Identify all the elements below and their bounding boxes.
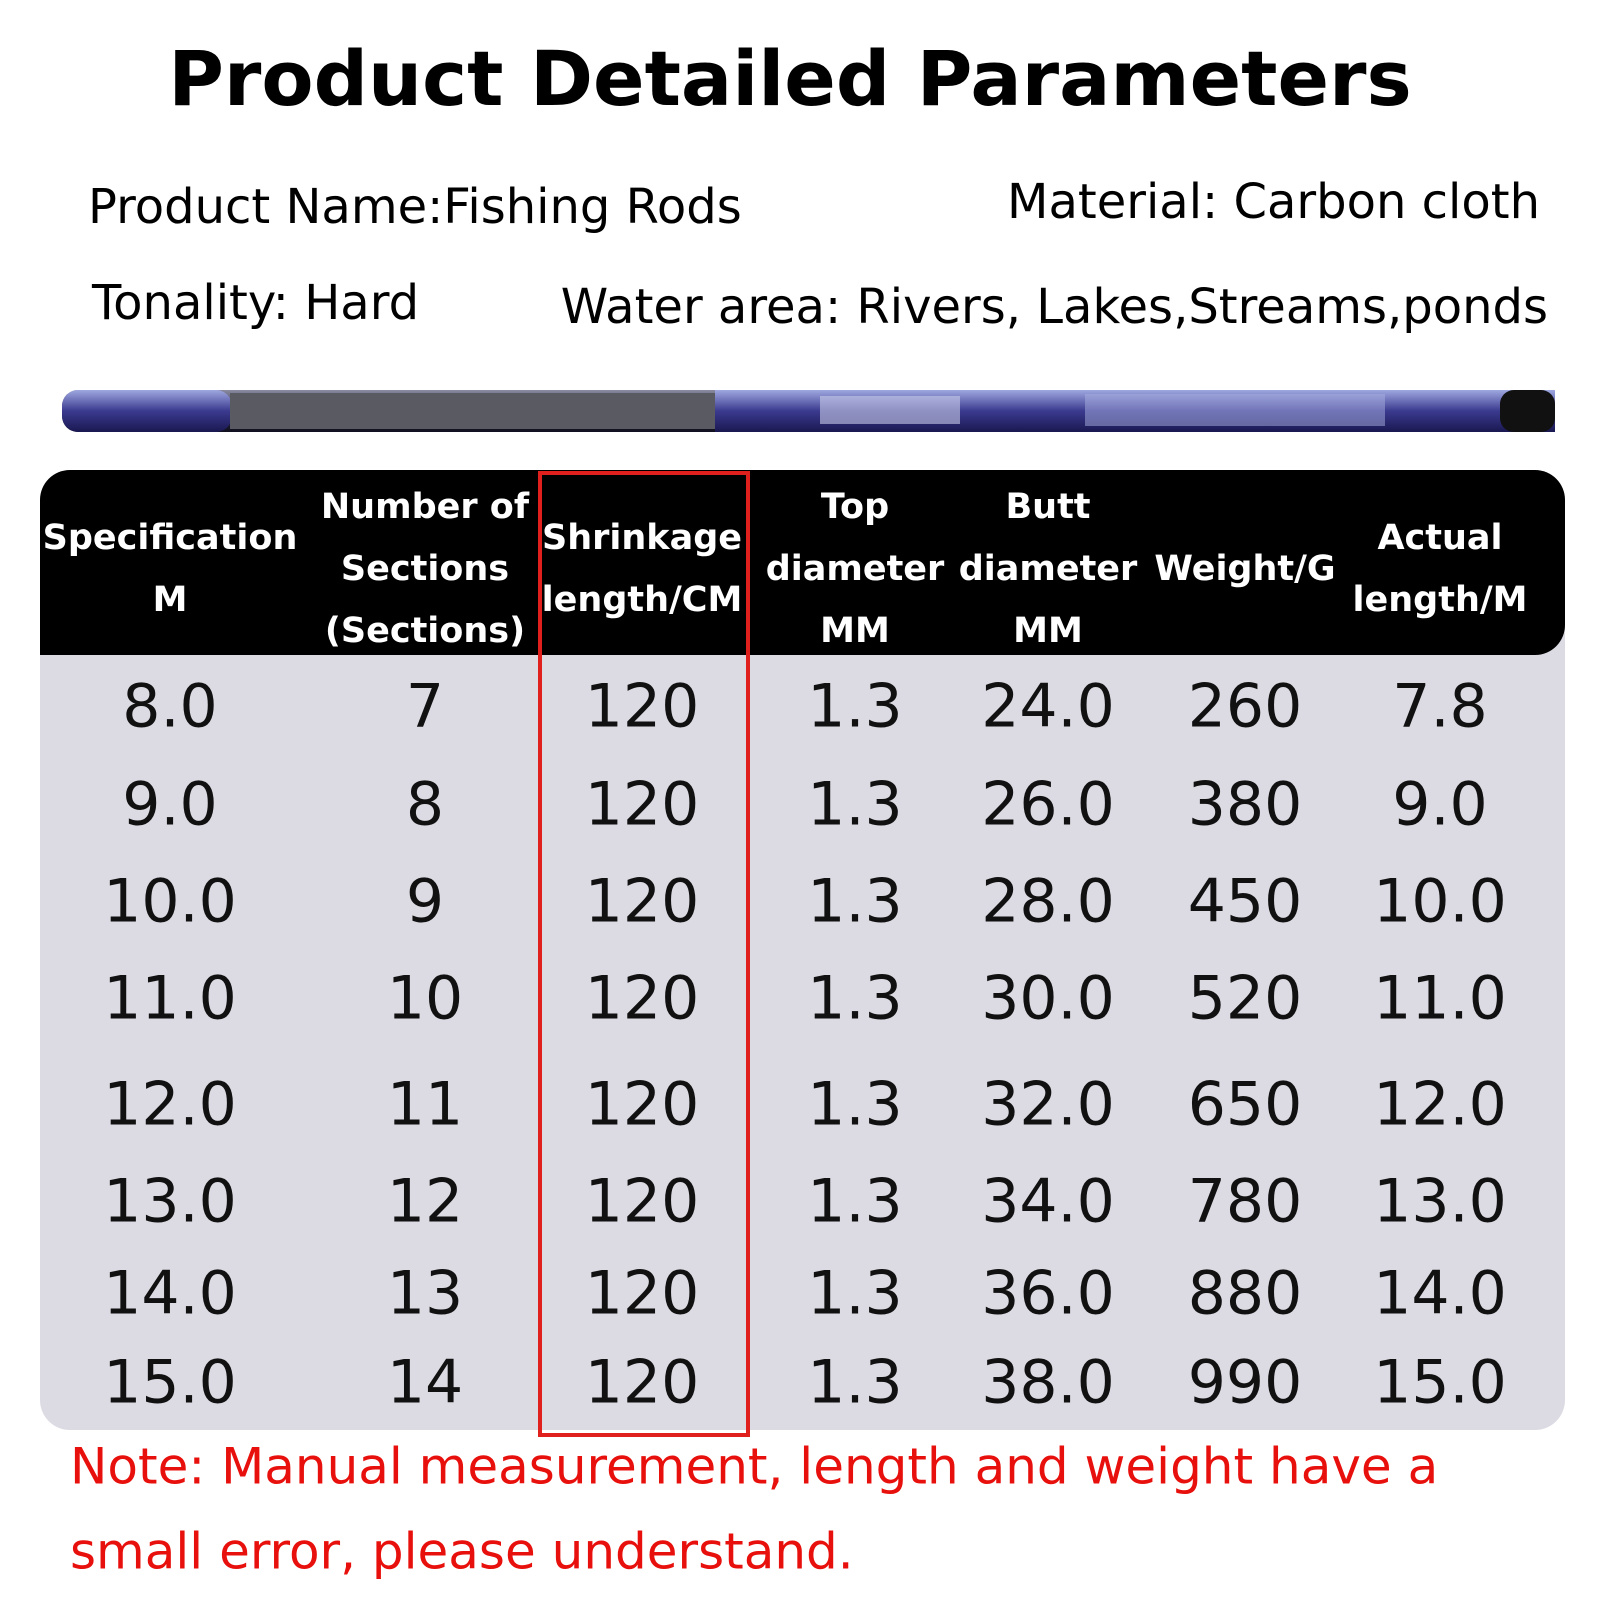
title: Product Detailed Parameters [168, 34, 1412, 123]
table-cell: 28.0 [981, 867, 1115, 937]
product-name: Product Name:Fishing Rods [88, 179, 742, 235]
table-cell: 38.0 [981, 1348, 1115, 1418]
table-cell: 14.0 [1373, 1259, 1507, 1329]
table-cell: 36.0 [981, 1259, 1115, 1329]
table-cell: 7.8 [1392, 672, 1487, 742]
table-cell: 650 [1188, 1070, 1303, 1140]
table-cell: 13.0 [103, 1167, 237, 1237]
note-line: small error, please understand. [70, 1523, 854, 1581]
table-cell: 7 [406, 672, 444, 742]
table-cell: 14 [387, 1348, 463, 1418]
table-cell: 8.0 [122, 672, 217, 742]
column-header: diameter [959, 549, 1138, 589]
water-area: Water area: Rivers, Lakes,Streams,ponds [561, 279, 1548, 335]
column-header: Specification [43, 518, 298, 558]
table-cell: 120 [585, 770, 700, 840]
table-cell: 8 [406, 770, 444, 840]
table-cell: 880 [1188, 1259, 1303, 1329]
table-cell: 520 [1188, 964, 1303, 1034]
table-cell: 12.0 [1373, 1070, 1507, 1140]
table-cell: 10.0 [1373, 867, 1507, 937]
table-cell: 13 [387, 1259, 463, 1329]
column-header: Actual [1377, 518, 1502, 558]
column-header: Sections [341, 549, 509, 589]
table-cell: 120 [585, 1167, 700, 1237]
column-header: M [153, 580, 188, 620]
table-cell: 13.0 [1373, 1167, 1507, 1237]
table-cell: 1.3 [807, 1070, 902, 1140]
table-cell: 120 [585, 1348, 700, 1418]
highlight-box [538, 471, 750, 1437]
column-header: MM [820, 611, 890, 651]
rod-image [62, 390, 1555, 432]
table-cell: 120 [585, 964, 700, 1034]
table-cell: 14.0 [103, 1259, 237, 1329]
table-cell: 9.0 [122, 770, 217, 840]
table-cell: 990 [1188, 1348, 1303, 1418]
column-header: MM [1013, 611, 1083, 651]
table-cell: 1.3 [807, 1259, 902, 1329]
table-cell: 34.0 [981, 1167, 1115, 1237]
table-cell: 15.0 [103, 1348, 237, 1418]
table-cell: 1.3 [807, 867, 902, 937]
table-cell: 1.3 [807, 1348, 902, 1418]
table-cell: 1.3 [807, 1167, 902, 1237]
table-cell: 10.0 [103, 867, 237, 937]
table-cell: 15.0 [1373, 1348, 1507, 1418]
table-cell: 120 [585, 1070, 700, 1140]
material: Material: Carbon cloth [1007, 174, 1540, 230]
table-cell: 1.3 [807, 770, 902, 840]
table-cell: 11.0 [1373, 964, 1507, 1034]
column-header: Number of [321, 487, 530, 527]
column-header: length/M [1353, 580, 1528, 620]
table-cell: 120 [585, 672, 700, 742]
table-cell: 380 [1188, 770, 1303, 840]
column-header: length/CM [542, 580, 743, 620]
table-cell: 30.0 [981, 964, 1115, 1034]
column-header: Top [821, 487, 889, 527]
table-cell: 780 [1188, 1167, 1303, 1237]
table-cell: 260 [1188, 672, 1303, 742]
table-cell: 9.0 [1392, 770, 1487, 840]
table-cell: 26.0 [981, 770, 1115, 840]
table-cell: 1.3 [807, 672, 902, 742]
column-header: diameter [766, 549, 945, 589]
table-cell: 11.0 [103, 964, 237, 1034]
table-body [40, 470, 1565, 1430]
table-header [40, 470, 1565, 655]
tonality: Tonality: Hard [91, 275, 419, 331]
table-cell: 12 [387, 1167, 463, 1237]
note-line: Note: Manual measurement, length and wei… [70, 1438, 1438, 1496]
table-cell: 32.0 [981, 1070, 1115, 1140]
table-cell: 120 [585, 1259, 700, 1329]
table-cell: 24.0 [981, 672, 1115, 742]
column-header: Weight/G [1154, 549, 1335, 589]
table-cell: 1.3 [807, 964, 902, 1034]
table-cell: 10 [387, 964, 463, 1034]
table-cell: 9 [406, 867, 444, 937]
table-cell: 450 [1188, 867, 1303, 937]
table-cell: 12.0 [103, 1070, 237, 1140]
table-cell: 120 [585, 867, 700, 937]
table-cell: 11 [387, 1070, 463, 1140]
column-header: Butt [1005, 487, 1090, 527]
column-header: Shrinkage [542, 518, 742, 558]
column-header: (Sections) [325, 611, 525, 651]
